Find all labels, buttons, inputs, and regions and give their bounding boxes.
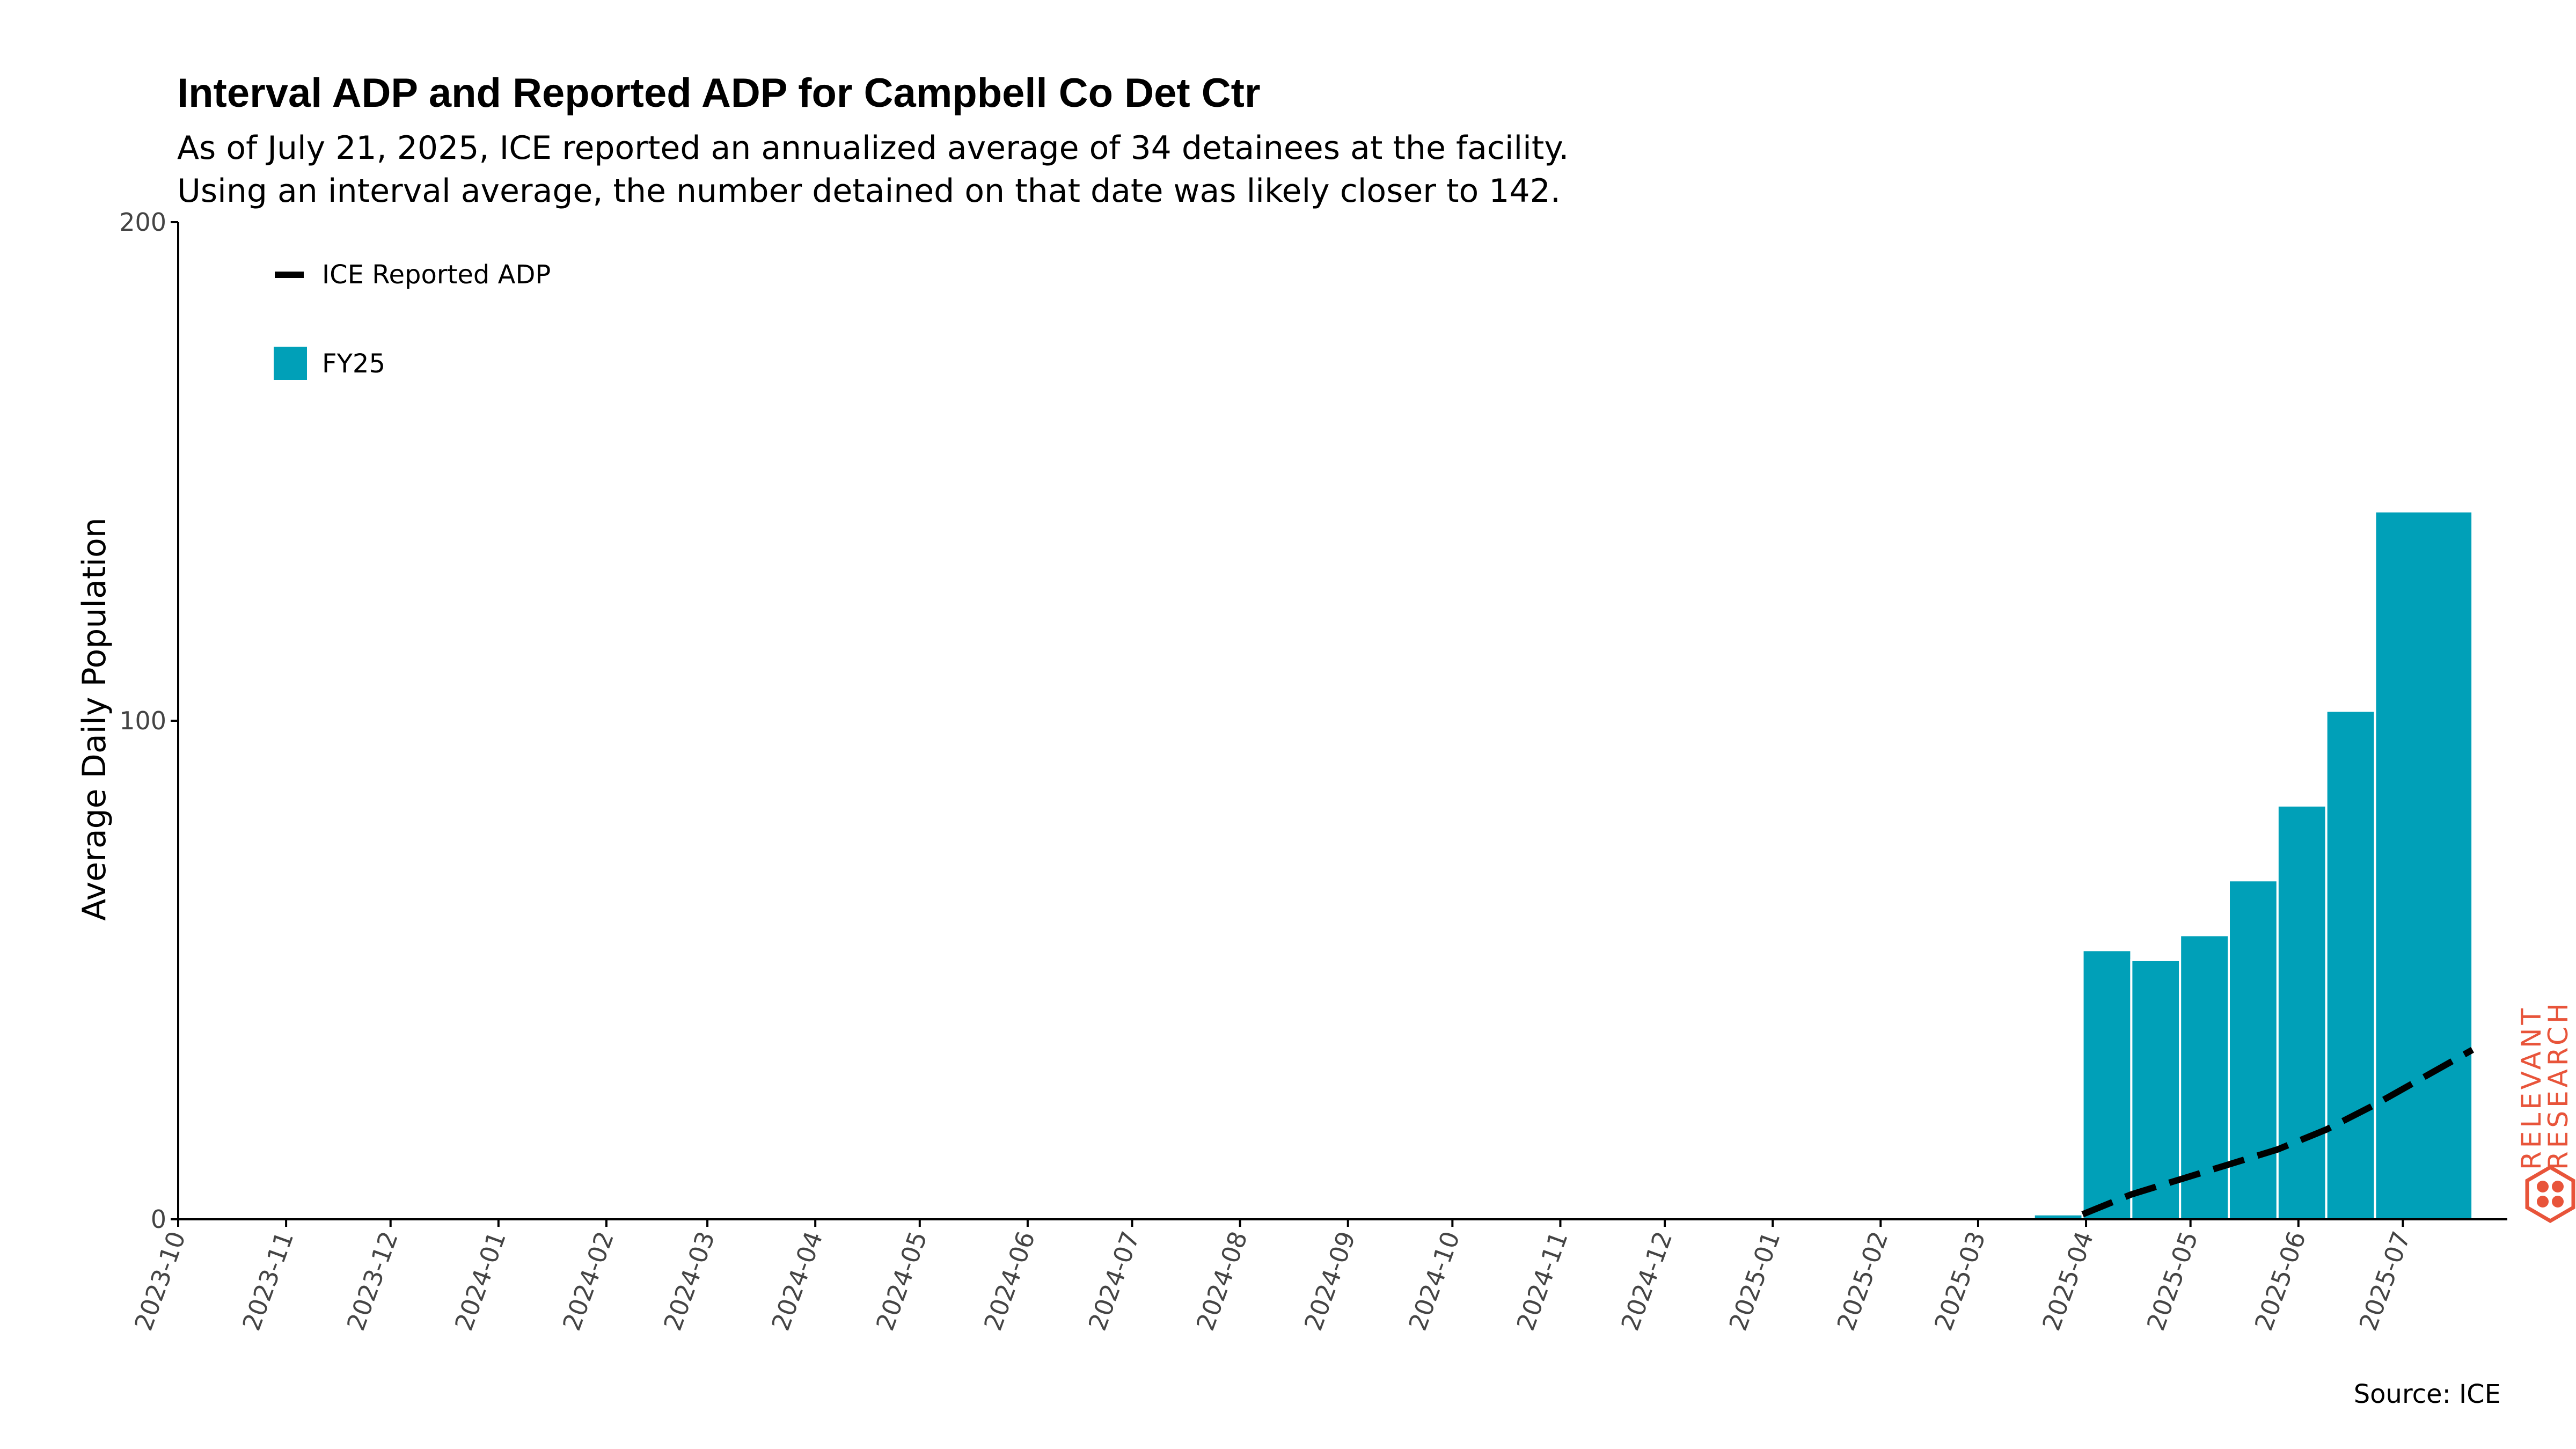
bar-4 — [2228, 879, 2279, 1220]
legend-label-fy25: FY25 — [322, 349, 385, 379]
x-tick-label-15: 2025-01 — [1723, 1227, 1785, 1334]
y-ticks: 0 100 200 — [119, 208, 178, 1234]
bar-6 — [2325, 709, 2376, 1221]
source-note: Source: ICE — [2353, 1379, 2501, 1409]
chart-subtitle: As of July 21, 2025, ICE reported an ann… — [177, 127, 1569, 213]
x-tick-label-18: 2025-04 — [2037, 1227, 2099, 1334]
bar-3 — [2179, 934, 2230, 1220]
legend: ICE Reported ADP FY25 — [274, 260, 551, 380]
y-axis-title: Average Daily Population — [76, 517, 113, 921]
x-tick-label-11: 2024-09 — [1299, 1227, 1361, 1334]
x-tick-label-9: 2024-07 — [1082, 1227, 1145, 1334]
x-tick-label-0: 2023-10 — [129, 1227, 191, 1334]
x-tick-label-2: 2023-12 — [341, 1227, 404, 1334]
subtitle-line-1: As of July 21, 2025, ICE reported an ann… — [177, 129, 1569, 167]
x-tick-label-14: 2024-12 — [1615, 1227, 1678, 1334]
x-tick-label-19: 2025-05 — [2141, 1227, 2204, 1334]
x-tick-label-3: 2024-01 — [449, 1227, 511, 1334]
x-tick-label-20: 2025-06 — [2249, 1227, 2311, 1334]
x-tick-label-8: 2024-06 — [978, 1227, 1041, 1334]
chart-title: Interval ADP and Reported ADP for Campbe… — [177, 70, 1261, 116]
logo-mark-icon — [2525, 1165, 2575, 1224]
x-tick-label-7: 2024-05 — [870, 1227, 933, 1334]
bars-layer — [2032, 510, 2474, 1221]
x-ticks: 2023-10 2023-11 2023-12 2024-01 2024-02 2024-… — [129, 1219, 2416, 1334]
x-tick-label-4: 2024-02 — [557, 1227, 619, 1334]
relevant-research-logo: RELEVANT RESEARCH — [2516, 1000, 2575, 1224]
y-tick-label-1: 100 — [119, 706, 166, 735]
logo-text-research: RESEARCH — [2543, 1000, 2574, 1170]
legend-label-reported: ICE Reported ADP — [322, 260, 551, 290]
x-tick-label-21: 2025-07 — [2353, 1227, 2416, 1334]
x-tick-label-6: 2024-04 — [766, 1227, 828, 1334]
legend-bar-swatch — [274, 347, 307, 380]
bar-7 — [2374, 510, 2474, 1221]
y-tick-label-0: 0 — [151, 1205, 166, 1234]
x-tick-label-10: 2024-08 — [1190, 1227, 1253, 1334]
bar-2 — [2130, 958, 2182, 1221]
subtitle-line-2: Using an interval average, the number de… — [177, 172, 1561, 210]
bar-1 — [2081, 949, 2133, 1220]
y-tick-label-2: 200 — [119, 208, 166, 237]
bar-5 — [2276, 804, 2328, 1221]
x-tick-label-5: 2024-03 — [658, 1227, 720, 1334]
x-tick-label-16: 2025-02 — [1831, 1227, 1893, 1334]
x-tick-label-17: 2025-03 — [1929, 1227, 1991, 1334]
x-tick-label-12: 2024-10 — [1403, 1227, 1465, 1334]
x-tick-label-13: 2024-11 — [1511, 1227, 1573, 1334]
logo-text-relevant: RELEVANT — [2516, 1005, 2547, 1170]
ice-reported-adp-line — [2081, 1046, 2475, 1218]
x-tick-label-1: 2023-11 — [237, 1227, 299, 1334]
